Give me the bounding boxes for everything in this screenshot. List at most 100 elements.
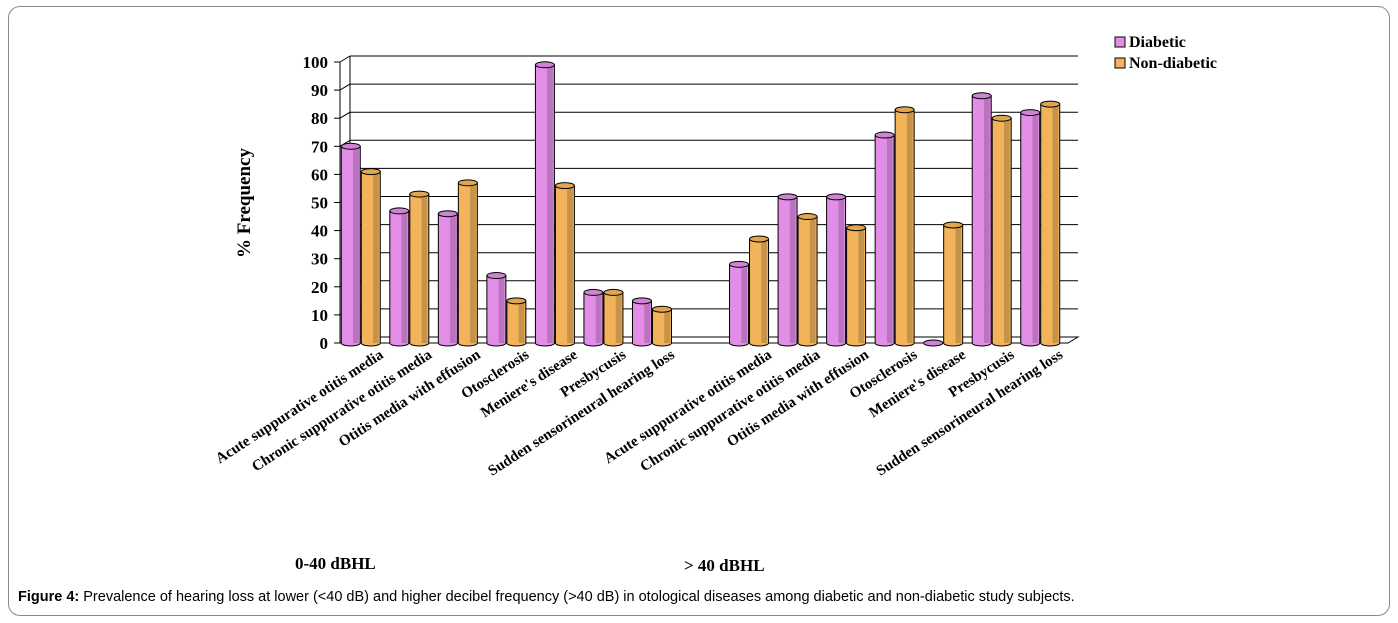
bar-top (894, 106, 915, 114)
bar-shading (450, 213, 456, 343)
figure-frame (8, 6, 1390, 616)
bar-shading (741, 264, 748, 343)
bar-shading (761, 239, 768, 343)
bar-top (437, 210, 458, 218)
bar-non-diabetic (943, 221, 964, 347)
bar-shading (401, 210, 408, 343)
bar-diabetic (534, 61, 555, 347)
bar-shading (470, 182, 476, 343)
bar-shading (615, 292, 622, 343)
y-tick-label: 90 (311, 81, 328, 100)
bar-top (583, 288, 604, 296)
legend-label-diabetic: Diabetic (1129, 34, 1186, 51)
bar-top (554, 182, 575, 190)
bar-diabetic (826, 193, 847, 347)
bar-shading (353, 146, 359, 343)
bar-shading (983, 95, 990, 343)
y-tick-label: 70 (311, 137, 328, 156)
bar-shading (955, 224, 962, 343)
bar-top (874, 131, 895, 139)
bar-shading (373, 171, 379, 343)
bar-shading (595, 292, 602, 343)
bar-shading (809, 216, 816, 343)
caption-text: Prevalence of hearing loss at lower (<40… (79, 589, 1075, 605)
bar-top (1040, 100, 1061, 108)
bar-shading (664, 309, 670, 343)
bar-non-diabetic (457, 179, 478, 347)
bar-diabetic (874, 131, 895, 347)
bar-non-diabetic (554, 182, 575, 347)
bar-top (603, 288, 624, 296)
bar-diabetic (729, 260, 750, 347)
gridline-diagonal (339, 83, 351, 91)
bar-diabetic (923, 339, 944, 347)
bar-shading (838, 196, 845, 343)
bar-non-diabetic (603, 288, 624, 347)
bar-non-diabetic (1040, 100, 1061, 347)
bar-non-diabetic (991, 114, 1012, 347)
bar-top (651, 305, 672, 313)
bar-top (631, 297, 652, 305)
y-tick-label: 100 (303, 53, 329, 72)
bar-diabetic (340, 142, 361, 347)
bar-diabetic (971, 92, 992, 347)
bar-diabetic (583, 288, 604, 347)
bar-shading (1032, 112, 1039, 343)
bar-top (846, 224, 867, 232)
bar-non-diabetic (894, 106, 915, 347)
caption-label: Figure 4: (18, 589, 80, 605)
bar-non-diabetic (409, 190, 430, 347)
bar-shading (547, 64, 553, 343)
bar-diabetic (631, 297, 652, 347)
bar-top (923, 339, 944, 347)
bar-shading (498, 275, 505, 343)
bar-top (457, 179, 478, 187)
y-tick-label: 50 (311, 194, 328, 213)
bar-top (729, 260, 750, 268)
bar-shading (789, 196, 796, 343)
legend-label-non-diabetic: Non-diabetic (1129, 55, 1217, 72)
y-tick-label: 60 (311, 165, 328, 184)
bar-non-diabetic (360, 168, 381, 347)
legend-swatch-non-diabetic (1114, 57, 1126, 69)
gridline-diagonal (339, 111, 351, 119)
bar-shading (518, 300, 525, 343)
bar-shading (567, 185, 573, 343)
bar-diabetic (1020, 109, 1041, 347)
y-tick-label: 30 (311, 250, 328, 269)
y-tick-label: 10 (311, 306, 328, 325)
bar-shading (886, 135, 893, 343)
group-label-high: > 40 dBHL (684, 556, 765, 575)
gridline-diagonal (339, 55, 351, 63)
bar-diabetic (777, 193, 798, 347)
bar-top (1020, 109, 1041, 117)
bar-top (486, 272, 507, 280)
bar-diabetic (486, 272, 507, 347)
bar-non-diabetic (846, 224, 867, 347)
bar-shading (906, 109, 913, 344)
category-label: Chronic suppurative otitis media (249, 347, 435, 476)
bar-top (340, 142, 361, 150)
legend: Diabetic Non-diabetic (1114, 34, 1217, 72)
bar-diabetic (389, 207, 410, 347)
bar-top (826, 193, 847, 201)
bar-non-diabetic (506, 297, 527, 347)
bar-top (534, 61, 555, 69)
y-tick-label: 80 (311, 109, 328, 128)
figure-caption: Figure 4: Prevalence of hearing loss at … (18, 589, 1388, 605)
bar-top (389, 207, 410, 215)
bar-top (971, 92, 992, 100)
bar-top (943, 221, 964, 229)
bar-shading (1052, 104, 1059, 344)
bar-top (749, 235, 770, 243)
y-tick-label: 20 (311, 278, 328, 297)
bar-top (506, 297, 527, 305)
group-label-low: 0-40 dBHL (295, 554, 376, 573)
bar-top (409, 190, 430, 198)
bar-top (360, 168, 381, 176)
bar-diabetic (437, 210, 458, 347)
bar-shading (1003, 118, 1010, 343)
legend-swatch-diabetic (1114, 36, 1126, 48)
bar-shading (858, 227, 865, 343)
